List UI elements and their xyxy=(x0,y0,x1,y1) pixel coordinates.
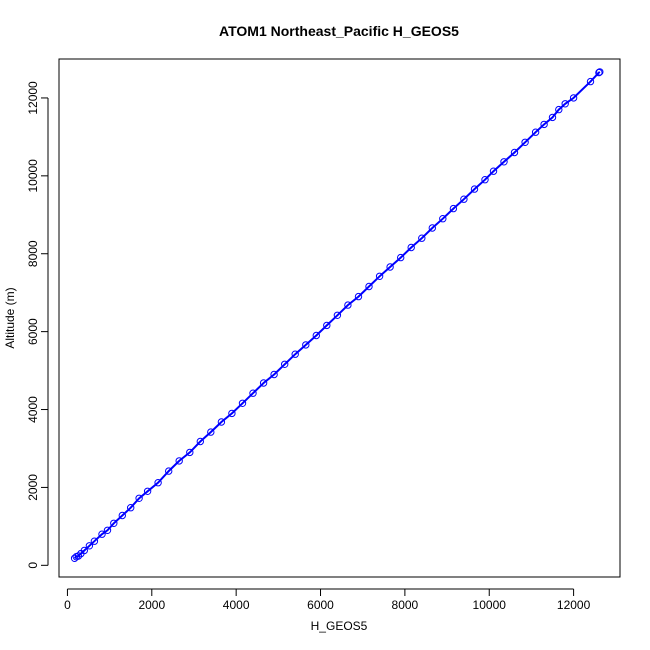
data-point xyxy=(70,554,79,562)
data-point xyxy=(207,428,215,436)
data-point xyxy=(98,530,106,538)
data-point xyxy=(428,224,436,232)
data-point xyxy=(510,148,519,157)
x-tick-label: 10000 xyxy=(473,598,507,612)
y-axis: 0 2000 4000 6000 8000 10000 12000 xyxy=(26,81,49,569)
data-point xyxy=(439,215,447,223)
data-point xyxy=(481,176,489,184)
data-point xyxy=(85,542,94,550)
data-point xyxy=(375,272,384,280)
data-point xyxy=(165,467,173,475)
x-axis: 0 2000 4000 6000 8000 10000 12000 xyxy=(64,588,591,612)
data-point xyxy=(354,292,363,301)
data-point xyxy=(489,167,498,175)
data-point xyxy=(238,399,247,407)
data-point xyxy=(90,537,99,545)
data-point xyxy=(397,253,405,262)
data-point xyxy=(80,546,89,555)
data-point xyxy=(386,263,394,271)
data-point xyxy=(175,457,183,465)
data-point xyxy=(323,321,331,330)
series-points xyxy=(70,68,604,562)
x-tick-label: 12000 xyxy=(557,598,591,612)
x-tick-label: 4000 xyxy=(223,598,250,612)
data-point xyxy=(302,341,310,349)
data-point xyxy=(291,350,299,358)
data-point xyxy=(135,494,143,502)
data-point xyxy=(365,282,373,291)
data-point xyxy=(127,504,135,512)
data-point xyxy=(259,379,268,387)
data-point xyxy=(103,526,112,534)
data-point xyxy=(569,94,578,102)
x-tick-label: 6000 xyxy=(307,598,334,612)
y-tick-label: 10000 xyxy=(26,159,40,193)
data-point xyxy=(217,418,226,426)
data-point xyxy=(521,138,529,147)
y-tick-label: 2000 xyxy=(26,474,40,501)
data-point xyxy=(586,77,595,86)
x-tick-label: 2000 xyxy=(138,598,165,612)
y-tick-label: 12000 xyxy=(26,81,40,115)
data-point xyxy=(500,158,508,166)
data-point xyxy=(186,448,194,457)
data-point xyxy=(344,301,352,309)
data-point xyxy=(531,128,540,136)
series-lines xyxy=(73,71,601,560)
data-point xyxy=(561,100,569,108)
data-point xyxy=(312,331,320,340)
chart-title: ATOM1 Northeast_Pacific H_GEOS5 xyxy=(219,23,459,39)
data-point xyxy=(74,552,83,560)
y-tick-label: 6000 xyxy=(26,318,40,345)
x-tick-label: 0 xyxy=(64,598,71,612)
data-point xyxy=(460,195,468,203)
data-point xyxy=(418,234,426,242)
x-axis-label: H_GEOS5 xyxy=(311,619,368,633)
data-point xyxy=(540,120,548,129)
y-tick-label: 0 xyxy=(26,562,40,569)
data-point xyxy=(555,105,563,114)
data-point xyxy=(228,409,236,418)
data-point xyxy=(118,511,127,520)
data-point xyxy=(154,479,162,487)
data-point xyxy=(595,68,603,77)
data-point xyxy=(333,311,342,319)
plot-frame xyxy=(58,58,621,578)
x-tick-label: 8000 xyxy=(392,598,419,612)
data-point xyxy=(281,360,289,368)
y-tick-label: 8000 xyxy=(26,240,40,267)
data-point xyxy=(196,437,205,446)
data-point xyxy=(407,243,415,252)
data-point xyxy=(143,487,152,495)
data-point xyxy=(110,519,118,527)
data-point xyxy=(270,370,278,379)
y-tick-label: 4000 xyxy=(26,396,40,423)
data-point xyxy=(548,113,557,122)
data-point xyxy=(596,68,604,76)
data-point xyxy=(249,389,257,397)
y-axis-label: Altitude (m) xyxy=(3,287,17,348)
data-point xyxy=(449,204,458,213)
data-point xyxy=(470,185,479,193)
series-line xyxy=(73,71,601,560)
